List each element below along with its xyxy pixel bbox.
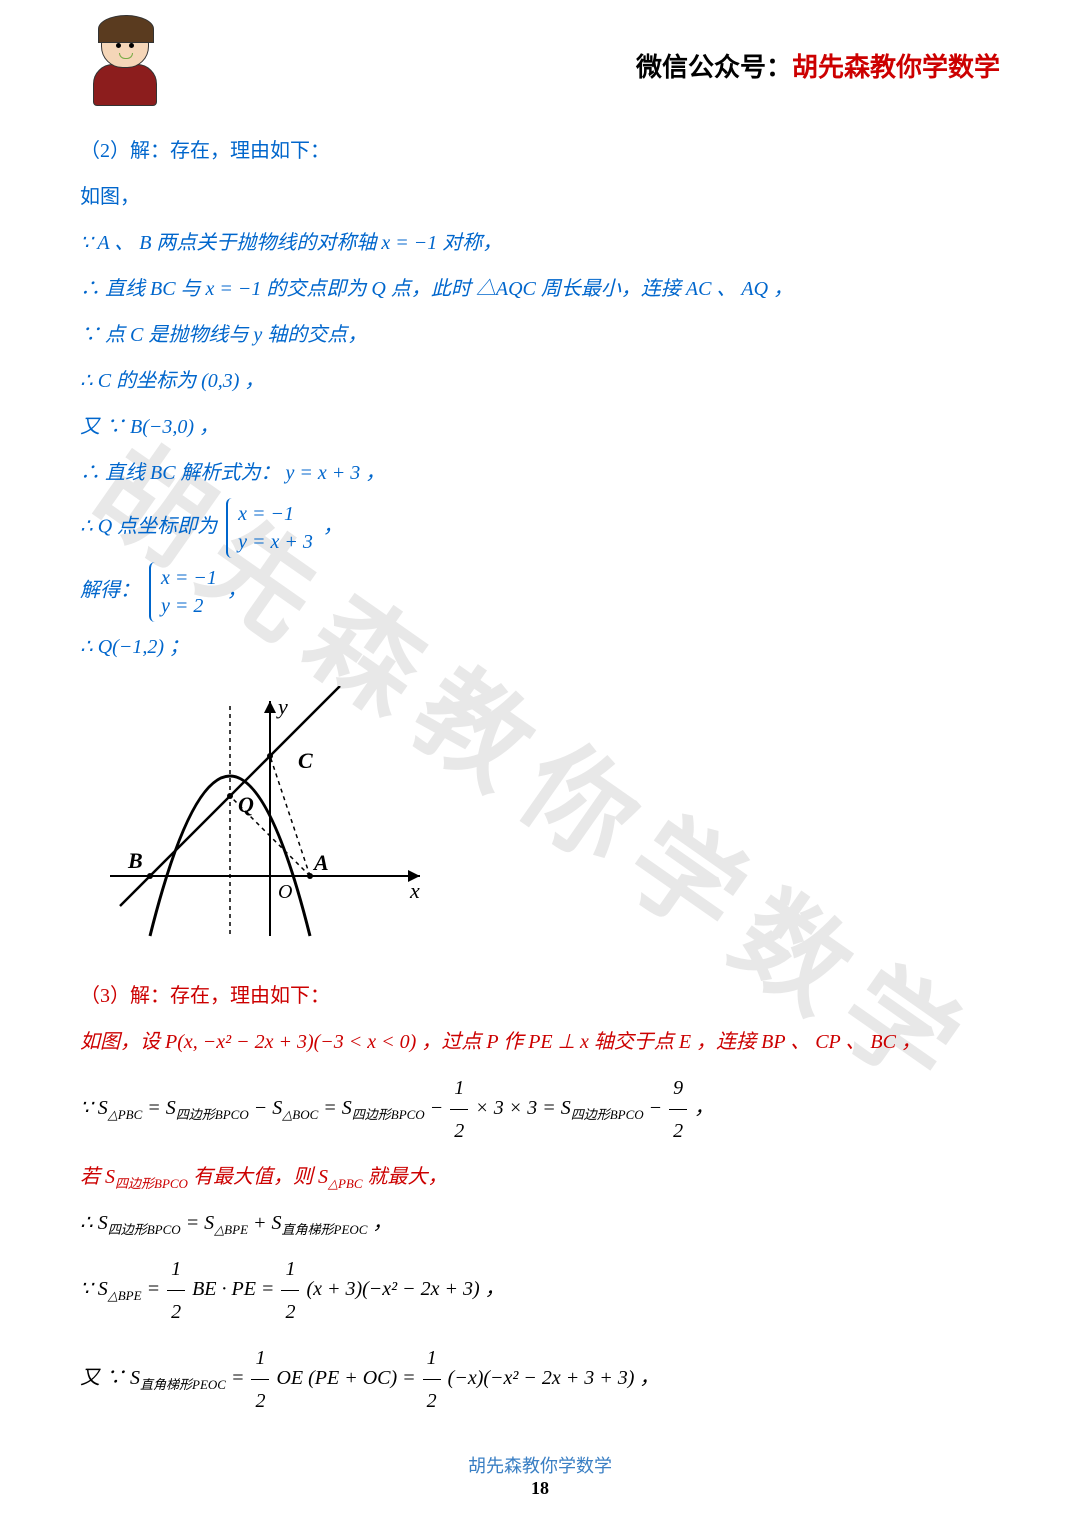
- eq-s-pbc: ∵ S△PBC = S四边形BPCO − S△BOC = S四边形BPCO − …: [80, 1067, 1000, 1152]
- page-footer: 胡先森教你学数学 18: [0, 1452, 1080, 1499]
- brace-system-2: x = −1 y = 2: [149, 562, 223, 622]
- text-ruo: 若 S四边形BPCO 有最大值，则 S△PBC 就最大，: [80, 1156, 1000, 1198]
- text-rutu: 如图，: [80, 176, 1000, 218]
- text-q-final: ∴ Q(−1,2) ；: [80, 626, 1000, 668]
- parabola-graph: y x O B A C Q: [100, 686, 1000, 951]
- footer-name: 胡先森教你学数学: [0, 1452, 1080, 1478]
- label-O: O: [278, 881, 292, 903]
- header-title: 微信公众号：胡先森教你学数学: [636, 47, 1000, 84]
- text-q-coord: ∴ Q 点坐标即为 x = −1 y = x + 3 ，: [80, 498, 1000, 558]
- text-bc-eq: ∴ 直线 BC 解析式为： y = x + 3 ，: [80, 452, 1000, 494]
- account-label: 微信公众号：: [636, 53, 792, 82]
- label-A: A: [312, 850, 329, 875]
- label-B: B: [127, 848, 143, 873]
- eq-s-bpe: ∵ S△BPE = 12 BE · PE = 12 (x + 3)(−x² − …: [80, 1248, 1000, 1333]
- text-c-is: ∵ 点 C 是抛物线与 y 轴的交点，: [80, 314, 1000, 356]
- text-rutu2: 如图，设 P(x, −x² − 2x + 3)(−3 < x < 0) ，过点 …: [80, 1021, 1000, 1063]
- label-Q: Q: [238, 792, 254, 817]
- brace-system-1: x = −1 y = x + 3: [226, 498, 319, 558]
- text-bc-q: ∴ 直线 BC 与 x = −1 的交点即为 Q 点，此时 △AQC 周长最小，…: [80, 268, 1000, 310]
- footer-page: 18: [0, 1478, 1080, 1499]
- eq-s-peoc: 又 ∵ S直角梯形PEOC = 12 OE (PE + OC) = 12 (−x…: [80, 1337, 1000, 1422]
- text-jiede: 解得： x = −1 y = 2 ，: [80, 562, 1000, 622]
- avatar: [80, 20, 170, 110]
- label-x: x: [409, 878, 420, 903]
- text-ab-sym: ∵ A 、 B 两点关于抛物线的对称轴 x = −1 对称，: [80, 222, 1000, 264]
- text-you-b: 又 ∵ B(−3,0) ，: [80, 406, 1000, 448]
- label-C: C: [298, 748, 313, 773]
- step-2-header: （2）解：存在，理由如下：: [80, 130, 1000, 172]
- step-3-header: （3）解：存在，理由如下：: [80, 975, 1000, 1017]
- account-name: 胡先森教你学数学: [792, 53, 1000, 82]
- text-c-coord: ∴ C 的坐标为 (0,3) ，: [80, 360, 1000, 402]
- page-header: 微信公众号：胡先森教你学数学: [80, 20, 1000, 110]
- label-y: y: [276, 694, 288, 719]
- eq-s-decomp: ∴ S四边形BPCO = S△BPE + S直角梯形PEOC ，: [80, 1202, 1000, 1244]
